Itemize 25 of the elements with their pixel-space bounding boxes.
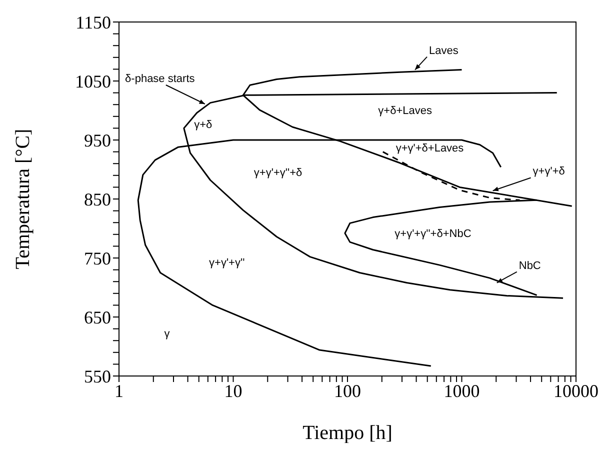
- x-tick-label: 10: [224, 380, 242, 401]
- y-tick-label: 850: [84, 189, 111, 210]
- x-axis-title: Tiempo [h]: [302, 422, 392, 444]
- x-tick-label: 1000: [444, 380, 480, 401]
- y-tick-label: 1050: [75, 71, 111, 92]
- x-tick-label: 100: [334, 380, 361, 401]
- annotation: γ+γ'+γ''+δ: [254, 167, 302, 180]
- annotation: γ+δ: [194, 118, 212, 131]
- annotation: γ+δ+Laves: [378, 105, 432, 118]
- y-tick-label: 750: [84, 248, 111, 268]
- annotation: γ+γ'+δ+Laves: [396, 142, 464, 155]
- y-tick-label: 650: [84, 307, 111, 328]
- y-tick-label: 950: [84, 130, 111, 150]
- y-tick-label: 550: [84, 366, 111, 386]
- annotation: NbC: [518, 260, 541, 272]
- x-tick-label: 1: [114, 380, 124, 401]
- y-tick-label: 1150: [76, 12, 111, 32]
- annotation: δ-phase starts: [125, 73, 196, 86]
- annotation: Laves: [429, 44, 459, 57]
- annotation: γ+γ'+γ'': [209, 257, 245, 270]
- annotation: γ+γ'+γ''+δ+NbC: [394, 228, 472, 240]
- annotation: γ: [164, 328, 170, 340]
- x-tick-label: 10000: [554, 380, 598, 401]
- annotation: γ+γ'+δ: [532, 166, 565, 178]
- y-axis-title: Temperatura [°C]: [12, 128, 34, 270]
